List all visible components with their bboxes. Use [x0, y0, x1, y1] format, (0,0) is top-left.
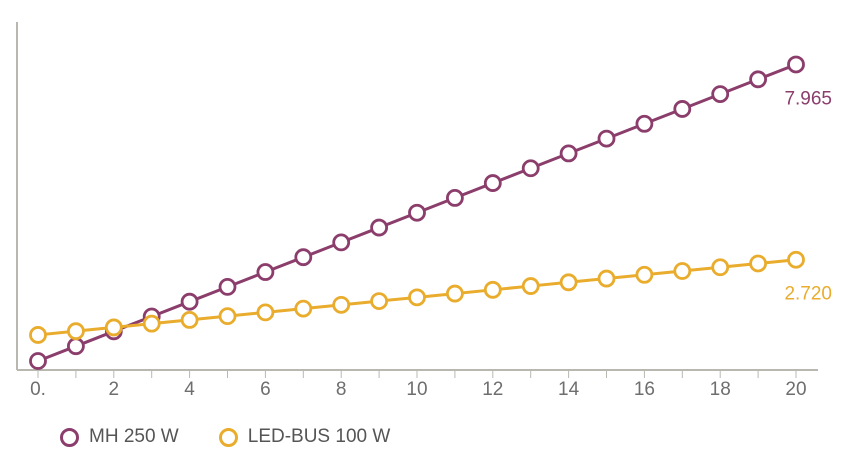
data-point-0 [370, 218, 389, 237]
end-labels: 7.965 2.720 [784, 88, 832, 304]
data-point-1 [29, 326, 47, 344]
data-point-1 [104, 318, 123, 337]
data-point-0 [787, 55, 805, 74]
data-point-1 [294, 299, 313, 318]
legend-item-mh: MH 250 W [60, 426, 179, 448]
data-point-0 [597, 129, 616, 148]
data-point-1 [67, 322, 85, 341]
data-point-0 [67, 337, 85, 356]
data-point-0 [445, 189, 464, 207]
data-point-0 [559, 144, 578, 163]
data-point-1 [332, 295, 351, 314]
data-point-0 [332, 233, 351, 252]
x-tick-label: 20 [785, 379, 806, 400]
data-point-1 [142, 314, 161, 333]
data-point-1 [408, 288, 426, 307]
data-point-1 [635, 265, 654, 284]
legend-marker-led [218, 427, 238, 447]
data-point-1 [445, 284, 464, 303]
legend-item-led: LED-BUS 100 W [218, 426, 391, 448]
data-point-0 [294, 248, 313, 267]
data-point-1 [256, 303, 275, 322]
data-point-0 [521, 159, 540, 178]
x-tick-label: 6 [260, 379, 271, 400]
x-tick-label: 2 [109, 379, 120, 400]
data-point-1 [597, 269, 616, 288]
data-point-0 [673, 100, 692, 118]
data-point-0 [635, 114, 654, 133]
legend-label-mh: MH 250 W [89, 426, 179, 447]
data-point-1 [521, 277, 540, 295]
data-point-0 [749, 70, 767, 89]
data-point-0 [711, 85, 730, 104]
data-point-0 [180, 292, 199, 311]
data-point-1 [180, 310, 199, 329]
line-chart: 0. 2 4 6 8 10 12 14 16 18 20 7.965 2.720 [16, 22, 832, 400]
x-tick-label: 18 [710, 379, 731, 400]
legend-label-led: LED-BUS 100 W [247, 426, 391, 447]
data-point-0 [408, 203, 426, 222]
data-point-1 [370, 292, 389, 310]
data-point-1 [483, 280, 502, 299]
series-points [29, 55, 805, 370]
x-tick-label: 14 [558, 379, 580, 400]
data-point-1 [787, 250, 805, 269]
data-point-0 [483, 174, 502, 192]
data-point-0 [218, 277, 237, 296]
data-point-1 [711, 258, 730, 277]
x-tick-label: 16 [634, 379, 655, 400]
end-value-label-0: 7.965 [784, 88, 832, 109]
x-tick-label: 4 [184, 379, 195, 400]
x-tick-label: 0. [30, 379, 46, 400]
data-point-1 [673, 262, 692, 280]
x-tick-label: 8 [336, 379, 347, 400]
data-point-1 [749, 254, 767, 273]
end-value-label-1: 2.720 [784, 284, 832, 305]
data-point-1 [218, 307, 237, 326]
data-point-0 [29, 352, 47, 370]
x-tick-label: 12 [482, 379, 503, 400]
data-point-1 [559, 273, 578, 292]
data-point-0 [256, 263, 275, 281]
legend: MH 250 W LED-BUS 100 W [60, 426, 390, 448]
legend-marker-mh [60, 427, 79, 447]
x-ticks: 0. 2 4 6 8 10 12 14 16 18 20 [30, 370, 807, 400]
x-tick-label: 10 [406, 379, 427, 400]
